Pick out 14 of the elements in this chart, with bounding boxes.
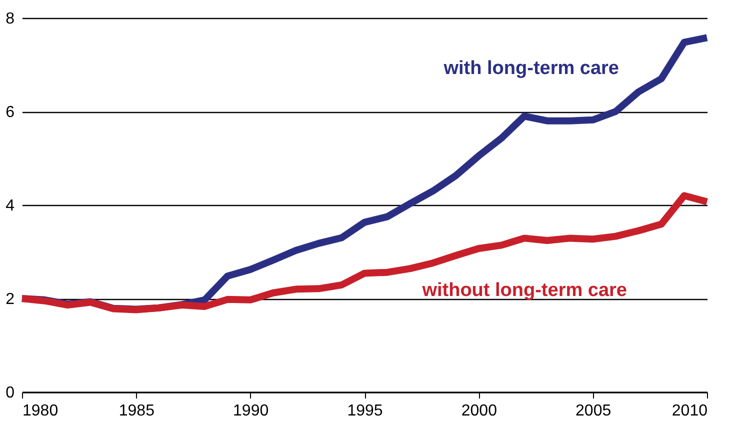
y-tick-label: 2 (6, 291, 15, 308)
x-tick-label: 1980 (22, 402, 58, 420)
x-tick-label: 2000 (461, 402, 498, 420)
x-tick-label: 2005 (576, 402, 612, 420)
y-tick-label: 0 (6, 384, 15, 402)
series-label: with long-term care (442, 58, 619, 79)
x-tick-label: 2010 (672, 402, 708, 420)
y-tick-label: 6 (6, 104, 15, 121)
x-tick-label: 1990 (233, 402, 269, 420)
x-tick-label: 1995 (347, 402, 383, 420)
y-tick-label: 4 (6, 198, 15, 214)
y-tick-label: 8 (6, 10, 15, 28)
series-label: without long-term care (421, 280, 627, 301)
x-tick-label: 1985 (118, 402, 155, 420)
